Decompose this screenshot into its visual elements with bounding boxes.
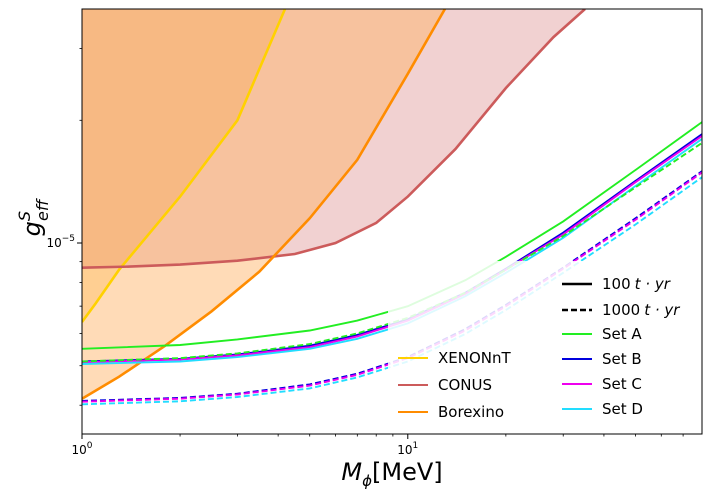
legend-exposure-1000: 1000 t · yr bbox=[562, 301, 680, 319]
legend-set-d: Set D bbox=[562, 400, 643, 418]
legend-conus: CONUS bbox=[398, 376, 492, 394]
borexino-boundary-line bbox=[82, 9, 447, 400]
y-tick-label: 10−5 bbox=[46, 234, 75, 250]
set-a-1000-tyr-line bbox=[82, 142, 702, 363]
exclusion-regions bbox=[82, 9, 586, 400]
legend-label: 100 t · yr bbox=[602, 275, 671, 293]
legend-label: XENONnT bbox=[438, 349, 512, 367]
conus-region bbox=[82, 9, 585, 268]
x-tick-label: 100 bbox=[71, 441, 92, 457]
set-c-1000-tyr-line bbox=[82, 171, 702, 403]
legend-set-c: Set C bbox=[562, 375, 642, 393]
legend-label: CONUS bbox=[438, 376, 492, 394]
legend-exposure-100: 100 t · yr bbox=[562, 275, 671, 293]
legend-label: Set B bbox=[602, 350, 642, 368]
legend-box bbox=[388, 261, 696, 428]
legend: 100 t · yr 1000 t · yr Set A Set B Set C Set D X… bbox=[388, 261, 696, 428]
xenonnt-boundary-line bbox=[82, 9, 287, 323]
y-axis-label: gSeff bbox=[15, 197, 52, 236]
x-axis-label: Mϕ[MeV] bbox=[341, 458, 442, 490]
legend-borexino: Borexino bbox=[398, 403, 504, 421]
legend-label: Set D bbox=[602, 400, 643, 418]
x-tick-label: 101 bbox=[397, 441, 418, 457]
legend-label: Set C bbox=[602, 375, 642, 393]
legend-label: 1000 t · yr bbox=[602, 301, 680, 319]
xenonnt-region bbox=[82, 9, 285, 322]
set-d-1000-tyr-line bbox=[82, 176, 702, 406]
legend-label: Borexino bbox=[438, 403, 504, 421]
legend-set-a: Set A bbox=[562, 325, 642, 343]
legend-set-b: Set B bbox=[562, 350, 642, 368]
plot-frame bbox=[81, 8, 703, 435]
legend-xenonnt: XENONnT bbox=[398, 349, 512, 367]
legend-label: Set A bbox=[602, 325, 642, 343]
axis-ticks: 100 101 10−5 bbox=[46, 48, 684, 457]
borexino-region bbox=[82, 9, 445, 399]
conus-boundary-line bbox=[82, 9, 586, 269]
